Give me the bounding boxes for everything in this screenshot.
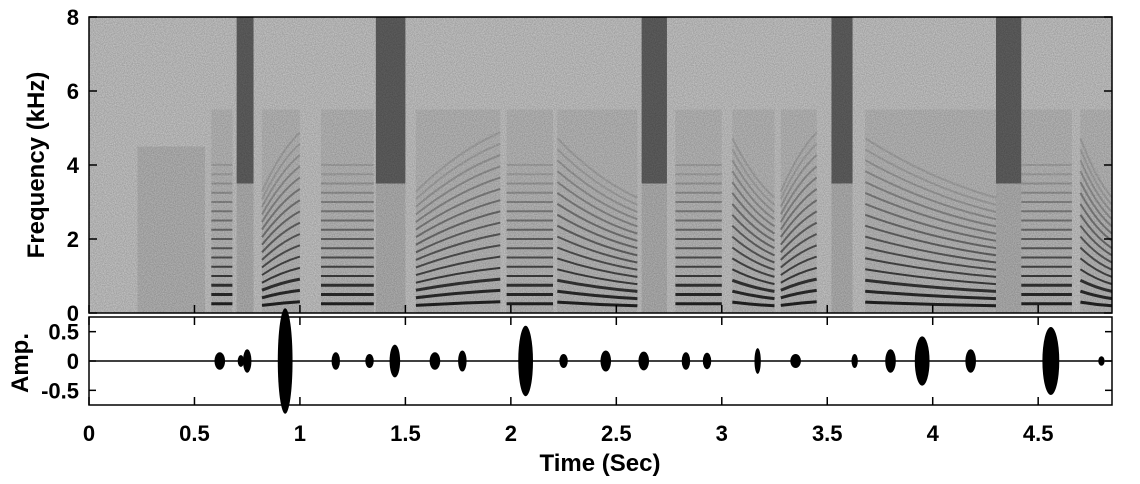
waveform-burst: [1098, 356, 1105, 366]
spectrogram-y-axis: 0 2 4 6 8: [67, 5, 1112, 326]
spectrogram-panel: 0 2 4 6 8 Frequency (kHz): [23, 5, 1113, 326]
waveform-burst: [965, 349, 976, 373]
x-tick-label: 3.5: [812, 421, 843, 446]
waveform-burst: [214, 352, 226, 370]
waveform-burst: [277, 308, 293, 414]
waveform-y-tick-label: 0: [67, 349, 79, 374]
spectrogram-noise-texture: [89, 17, 1112, 313]
x-tick-label: 4.5: [1023, 421, 1054, 446]
waveform-burst: [559, 353, 568, 369]
x-tick-label: 1.5: [390, 421, 421, 446]
x-tick-label: 4: [927, 421, 940, 446]
waveform-y-axis: 0.5 0 -0.5: [41, 320, 1112, 403]
waveform-envelope: [214, 308, 1105, 414]
waveform-y-tick-label: 0.5: [48, 320, 79, 345]
waveform-burst: [331, 352, 341, 370]
spectrogram-y-axis-title: Frequency (kHz): [23, 72, 50, 259]
x-tick-label: 0.5: [179, 421, 210, 446]
waveform-y-tick-label: -0.5: [41, 378, 79, 403]
waveform-burst: [518, 325, 534, 397]
spectrogram-y-tick-label: 4: [67, 153, 80, 178]
waveform-burst: [914, 336, 930, 386]
waveform-burst: [638, 351, 650, 371]
spectrogram-y-tick-label: 0: [67, 301, 79, 326]
waveform-burst: [1042, 326, 1060, 396]
waveform-burst: [702, 352, 712, 370]
spectrogram-y-tick-label: 2: [67, 227, 79, 252]
x-tick-label: 1: [294, 421, 306, 446]
waveform-panel: 0.50-0.5 0 0.5 1 1.5 2 2.5 3 3.5 4 4.5 Amp. Time …: [7, 305, 1113, 477]
x-tick-label: 2: [505, 421, 517, 446]
time-x-axis: 0 0.5 1 1.5 2 2.5 3 3.5 4 4.5: [83, 305, 1054, 446]
waveform-burst: [242, 349, 252, 373]
waveform-burst: [681, 352, 691, 370]
x-tick-label: 3: [716, 421, 728, 446]
spectrogram-y-tick-label: 8: [67, 5, 79, 30]
waveform-burst: [237, 355, 245, 367]
waveform-burst: [754, 348, 761, 374]
spectrogram-y-tick-label: 6: [67, 79, 79, 104]
waveform-burst: [365, 353, 374, 369]
waveform-burst: [600, 350, 612, 372]
x-tick-label: 2.5: [601, 421, 632, 446]
waveform-burst: [885, 349, 896, 373]
waveform-burst: [851, 353, 858, 369]
waveform-y-axis-title: Amp.: [7, 333, 34, 393]
waveform-burst: [458, 350, 467, 372]
x-axis-title: Time (Sec): [540, 450, 661, 477]
x-tick-label: 0: [83, 421, 95, 446]
waveform-burst: [790, 353, 801, 369]
waveform-burst: [429, 352, 441, 370]
waveform-burst: [389, 344, 401, 378]
